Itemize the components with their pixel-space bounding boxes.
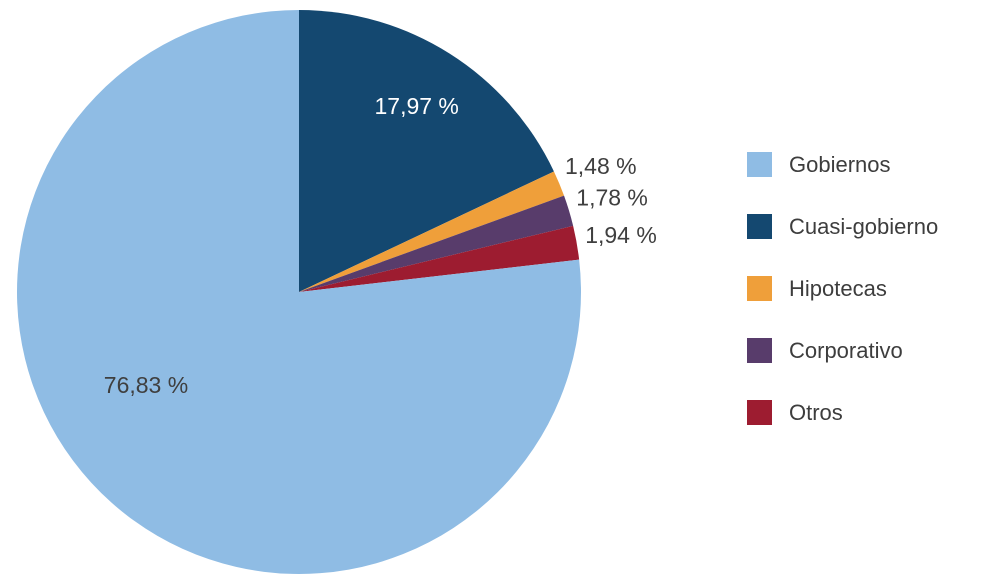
legend-swatch-gobiernos [747,152,772,177]
pie-slice-gobiernos[interactable] [17,10,582,575]
legend-label-cuasi-gobierno: Cuasi-gobierno [789,214,939,239]
legend-swatch-hipotecas [747,276,772,301]
legend-item-otros[interactable]: Otros [747,400,938,425]
legend-item-hipotecas[interactable]: Hipotecas [747,276,938,301]
pie-slice-value-label-otros: 1,94 % [585,222,657,248]
pie-slice-corporativo[interactable] [299,195,574,292]
pie-slice-cuasi-gobierno[interactable] [299,10,554,292]
legend-item-corporativo[interactable]: Corporativo [747,338,938,363]
pie-slice-otros[interactable] [299,225,580,292]
pie-slice-value-label-corporativo: 1,78 % [576,185,648,211]
legend-swatch-otros [747,400,772,425]
pie-slice-hipotecas[interactable] [299,171,565,292]
legend-swatch-corporativo [747,338,772,363]
legend-item-gobiernos[interactable]: Gobiernos [747,152,938,177]
legend-item-cuasi-gobierno[interactable]: Cuasi-gobierno [747,214,938,239]
pie-slice-value-label-cuasi-gobierno: 17,97 % [374,93,458,119]
legend: Gobiernos Cuasi-gobierno Hipotecas Corporat… [747,152,938,425]
legend-label-hipotecas: Hipotecas [789,276,887,301]
pie-slice-value-label-hipotecas: 1,48 % [565,153,637,179]
legend-label-gobiernos: Gobiernos [789,152,891,177]
legend-label-otros: Otros [789,400,843,425]
legend-swatch-cuasi-gobierno [747,214,772,239]
legend-label-corporativo: Corporativo [789,338,903,363]
pie-slice-value-label-gobiernos: 76,83 % [104,372,188,398]
